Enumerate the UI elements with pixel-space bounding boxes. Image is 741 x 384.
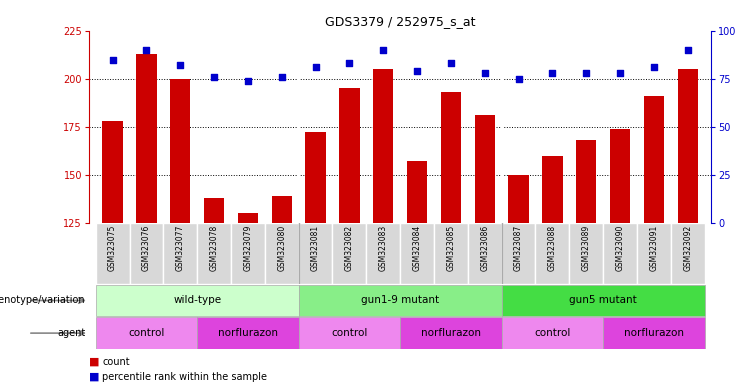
Bar [136,54,156,223]
Point [479,70,491,76]
Bar [468,223,502,284]
Bar [265,223,299,284]
Point [614,70,626,76]
Bar [441,92,461,223]
Bar [502,318,603,349]
Text: ■: ■ [89,372,103,382]
Bar [536,223,569,284]
Point [242,78,254,84]
Point [174,62,186,68]
Bar [610,129,630,223]
Bar [474,115,495,223]
Text: GSM323085: GSM323085 [446,225,456,271]
Bar [542,156,562,223]
Bar [238,213,258,223]
Text: ■: ■ [89,356,103,367]
Text: control: control [534,328,571,338]
Bar [305,132,326,223]
Text: GSM323075: GSM323075 [108,225,117,271]
Text: GSM323076: GSM323076 [142,225,151,271]
Point [546,70,558,76]
Text: gun1-9 mutant: gun1-9 mutant [361,295,439,306]
Bar [400,223,434,284]
Text: GSM323089: GSM323089 [582,225,591,271]
Bar [644,96,664,223]
Bar [102,121,123,223]
Text: percentile rank within the sample: percentile rank within the sample [102,372,268,382]
Bar [163,223,197,284]
Point [682,47,694,53]
Point [513,76,525,82]
Text: GSM323086: GSM323086 [480,225,489,271]
Bar [130,223,163,284]
Bar [400,318,502,349]
Point [276,74,288,80]
Point [107,56,119,63]
Text: agent: agent [57,328,85,338]
Bar [96,285,299,316]
Text: GSM323081: GSM323081 [311,225,320,271]
Bar [373,69,393,223]
Bar [299,285,502,316]
Bar [569,223,603,284]
Bar [576,140,597,223]
Text: genotype/variation: genotype/variation [0,295,85,306]
Bar [671,223,705,284]
Point [310,64,322,70]
Text: GSM323082: GSM323082 [345,225,354,271]
Text: GSM323083: GSM323083 [379,225,388,271]
Text: GSM323091: GSM323091 [649,225,658,271]
Text: norflurazon: norflurazon [421,328,481,338]
Text: GSM323084: GSM323084 [413,225,422,271]
Text: gun5 mutant: gun5 mutant [569,295,637,306]
Bar [197,318,299,349]
Text: wild-type: wild-type [173,295,222,306]
Bar [434,223,468,284]
Bar [170,79,190,223]
Bar [197,223,231,284]
Point [580,70,592,76]
Bar [231,223,265,284]
Bar [204,198,225,223]
Text: norflurazon: norflurazon [624,328,684,338]
Bar [603,223,637,284]
Text: count: count [102,356,130,367]
Title: GDS3379 / 252975_s_at: GDS3379 / 252975_s_at [325,15,476,28]
Text: control: control [128,328,165,338]
Bar [603,318,705,349]
Bar [96,223,130,284]
Text: GSM323088: GSM323088 [548,225,557,271]
Bar [333,223,366,284]
Point [208,74,220,80]
Text: GSM323090: GSM323090 [616,225,625,271]
Bar [299,318,400,349]
Bar [96,318,197,349]
Bar [677,69,698,223]
Point [377,47,389,53]
Text: control: control [331,328,368,338]
Bar [299,223,333,284]
Text: GSM323079: GSM323079 [243,225,253,271]
Point [344,60,356,66]
Point [411,68,423,74]
Text: GSM323080: GSM323080 [277,225,286,271]
Bar [366,223,400,284]
Bar [508,175,528,223]
Text: GSM323077: GSM323077 [176,225,185,271]
Bar [637,223,671,284]
Text: GSM323087: GSM323087 [514,225,523,271]
Bar [502,223,536,284]
Point [445,60,456,66]
Point [141,47,153,53]
Text: GSM323092: GSM323092 [683,225,692,271]
Bar [407,161,428,223]
Bar [272,196,292,223]
Point [648,64,659,70]
Text: GSM323078: GSM323078 [210,225,219,271]
Bar [502,285,705,316]
Text: norflurazon: norflurazon [218,328,278,338]
Bar [339,88,359,223]
